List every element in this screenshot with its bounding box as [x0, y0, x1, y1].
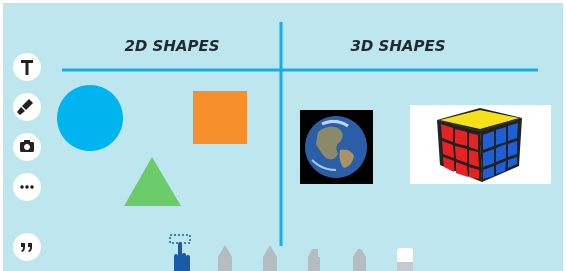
orange-square[interactable]: [193, 91, 247, 144]
right-title: 3D SHAPES: [350, 37, 445, 55]
text-tool[interactable]: [13, 53, 41, 81]
camera-tool[interactable]: [13, 133, 41, 161]
whiteboard: 2D SHAPES 3D SHAPES: [0, 0, 566, 271]
earth-image[interactable]: [300, 110, 373, 184]
blue-circle[interactable]: [57, 85, 123, 151]
quote-tool[interactable]: [13, 233, 41, 261]
microphone-tool[interactable]: [13, 93, 41, 121]
eraser-tool[interactable]: [397, 248, 413, 271]
more-tool[interactable]: [13, 173, 41, 201]
left-title: 2D SHAPES: [124, 37, 219, 55]
rubiks-cube-image[interactable]: [410, 105, 551, 184]
